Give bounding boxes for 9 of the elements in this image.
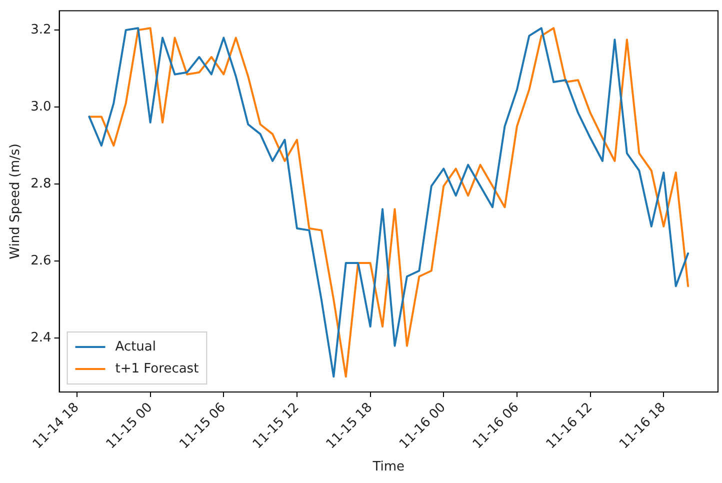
y-axis-title: Wind Speed (m/s) — [8, 144, 24, 260]
legend-label: Actual — [115, 339, 156, 354]
legend-label: t+1 Forecast — [115, 361, 199, 376]
x-axis-title: Time — [372, 460, 405, 475]
y-tick-label: 2.4 — [30, 330, 52, 346]
y-tick-label: 3.2 — [30, 22, 52, 38]
y-tick-label: 2.8 — [30, 176, 52, 192]
y-tick-label: 2.6 — [30, 253, 52, 268]
y-tick-label: 3.0 — [30, 99, 52, 114]
